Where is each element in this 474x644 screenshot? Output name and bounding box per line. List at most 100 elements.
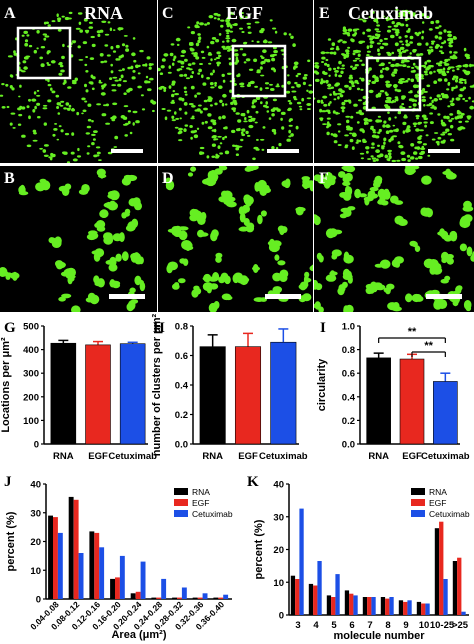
spot: [228, 57, 231, 60]
spot: [201, 74, 204, 79]
spot: [158, 67, 161, 72]
bar-cetuximab: [335, 574, 340, 615]
spot: [51, 90, 56, 94]
spot: [43, 122, 47, 126]
spot: [135, 64, 139, 69]
bar-cetuximab: [181, 587, 187, 599]
spot: [411, 98, 415, 103]
spot: [17, 107, 22, 111]
spot: [171, 99, 175, 102]
zoom-box: [231, 44, 287, 98]
spot: [195, 56, 200, 60]
spot: [175, 37, 181, 42]
spot: [224, 103, 228, 106]
spot: [377, 52, 381, 56]
spot: [171, 93, 175, 98]
spot: [346, 119, 350, 124]
spot: [329, 93, 332, 96]
spot: [235, 153, 239, 156]
spot: [74, 77, 79, 82]
spot: [246, 109, 250, 114]
spot: [396, 89, 402, 93]
spot: [152, 109, 155, 113]
bar-cetuximab: [389, 597, 394, 615]
spot: [336, 66, 340, 70]
spot: [421, 114, 427, 118]
spot: [101, 20, 107, 23]
spot: [218, 196, 229, 203]
spot: [398, 78, 403, 82]
spot: [366, 50, 371, 53]
spot: [284, 181, 291, 189]
spot: [216, 63, 220, 67]
spot: [57, 19, 61, 23]
y-axis-label: percent (%): [5, 511, 17, 571]
spot: [10, 74, 14, 78]
spot: [171, 83, 175, 86]
spot: [426, 84, 431, 88]
spot: [88, 26, 94, 29]
spot: [183, 245, 194, 251]
spot: [88, 21, 93, 24]
spot: [404, 59, 410, 63]
spot: [442, 131, 448, 134]
panel-letter: K: [247, 474, 259, 490]
spot: [392, 302, 400, 311]
spot: [198, 68, 202, 73]
spot: [180, 54, 185, 57]
spot: [254, 21, 260, 24]
spot: [375, 149, 380, 154]
spot: [417, 140, 423, 144]
spot: [64, 132, 70, 136]
spot: [383, 37, 388, 40]
bar-egf: [234, 346, 262, 445]
spot: [173, 55, 177, 59]
spot: [446, 115, 450, 120]
spot: [428, 51, 431, 55]
spot: [102, 210, 108, 215]
y-tick-label: 0.6: [342, 369, 355, 380]
spot: [426, 49, 432, 52]
spot: [333, 93, 338, 96]
spot: [91, 120, 94, 123]
spot: [196, 127, 200, 130]
spot: [414, 65, 418, 68]
y-tick-label: 200: [23, 392, 39, 403]
spot: [383, 120, 387, 124]
spot: [104, 33, 110, 36]
spot: [316, 99, 321, 104]
spot: [340, 67, 345, 70]
spot: [402, 121, 407, 126]
spot: [247, 26, 251, 29]
spot: [419, 129, 424, 132]
spot: [240, 138, 244, 142]
legend-swatch: [174, 510, 188, 517]
spot: [345, 186, 353, 196]
spot: [84, 83, 87, 88]
bar-cetuximab: [57, 532, 63, 599]
spot: [375, 135, 380, 139]
spot: [235, 56, 239, 61]
spot: [230, 25, 233, 29]
spot: [141, 108, 146, 111]
spot: [271, 113, 275, 117]
spot: [354, 32, 358, 35]
spot: [237, 145, 243, 148]
spot: [328, 67, 332, 71]
spot: [194, 129, 197, 133]
spot: [255, 110, 259, 114]
spot: [66, 161, 71, 163]
spot: [294, 81, 298, 85]
spot: [189, 208, 198, 218]
spot: [24, 39, 29, 43]
spot: [36, 89, 40, 92]
spot: [394, 116, 397, 119]
bar-rna: [362, 597, 368, 615]
spot: [306, 108, 311, 110]
spot: [410, 143, 415, 147]
spot: [280, 117, 283, 121]
spot: [379, 39, 383, 43]
spot: [28, 115, 31, 120]
spot: [58, 296, 66, 302]
spot: [400, 61, 405, 64]
